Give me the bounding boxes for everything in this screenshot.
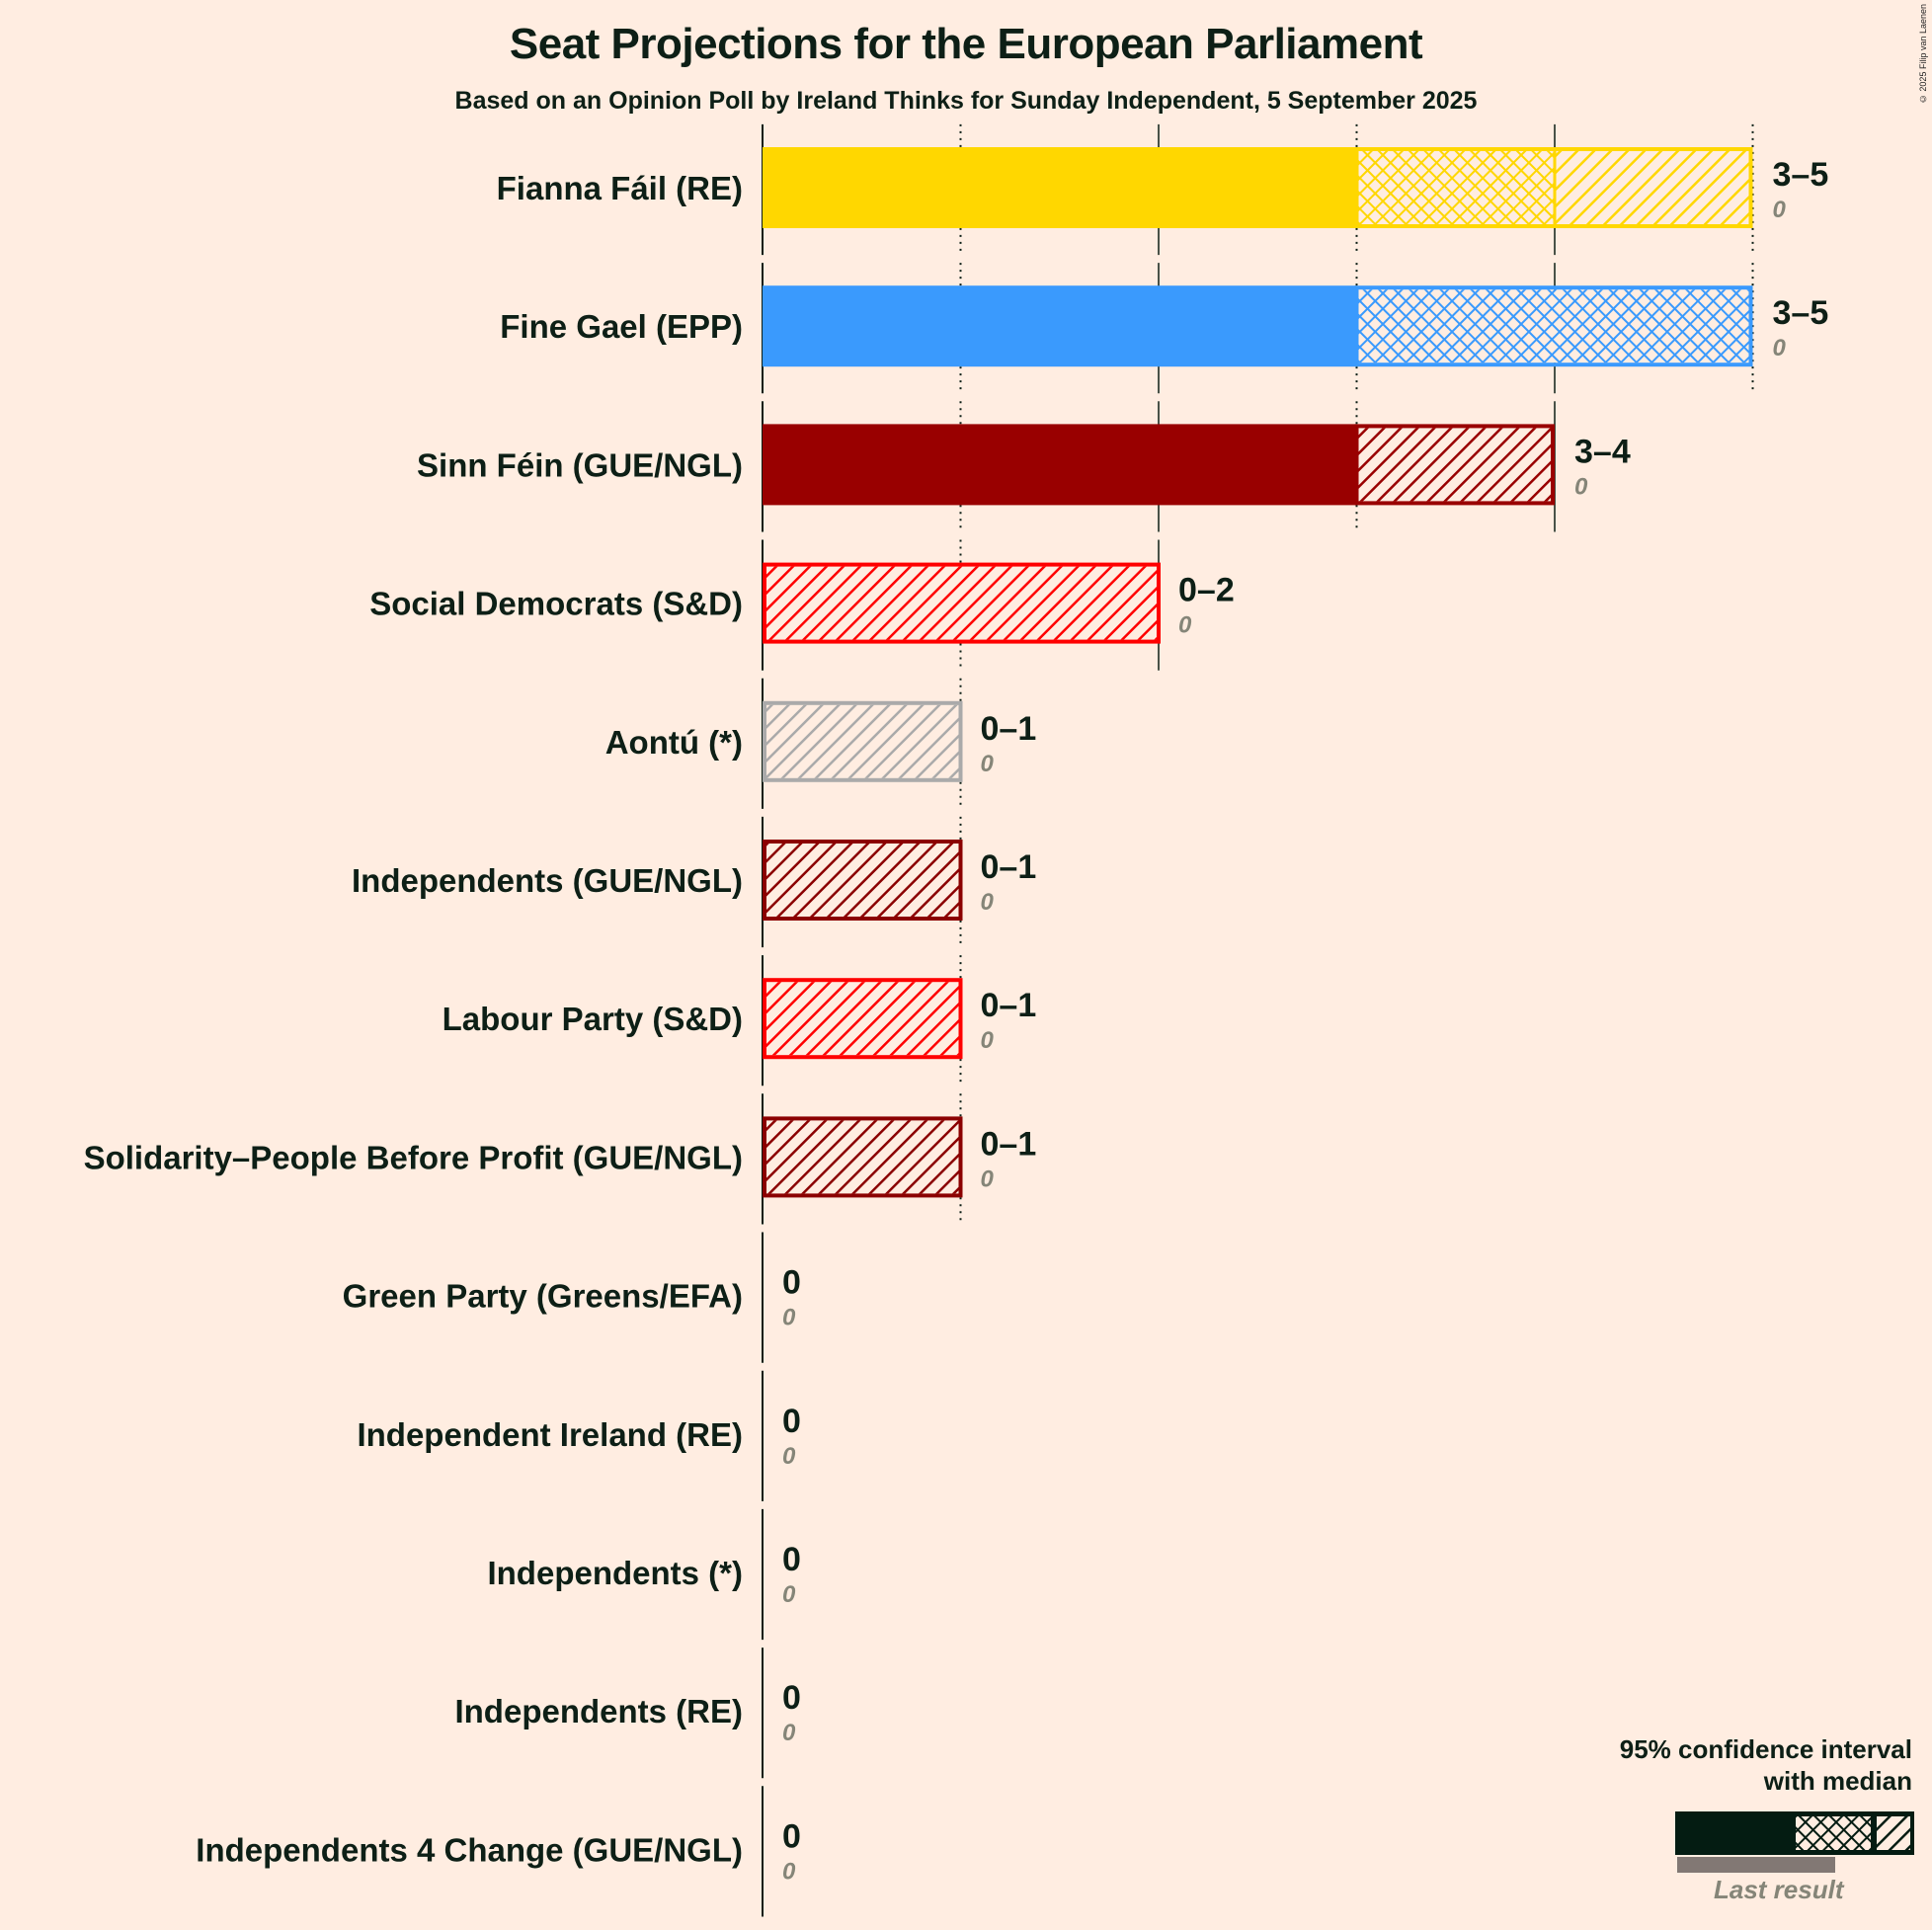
last-result-label: 0 [1773, 335, 1787, 362]
range-label: 3–5 [1773, 156, 1829, 194]
party-label: Independents (GUE/NGL) [352, 862, 743, 899]
party-label: Green Party (Greens/EFA) [343, 1278, 743, 1315]
legend-hatch-swatch [1877, 1816, 1910, 1850]
bar-outline [1354, 424, 1555, 506]
bar-upper-range [763, 982, 961, 1056]
legend-title-line2: with median [1763, 1766, 1912, 1796]
party-label: Sinn Féin (GUE/NGL) [417, 446, 743, 483]
range-label: 3–5 [1773, 294, 1829, 332]
last-result-label: 0 [981, 889, 995, 916]
range-label: 3–4 [1574, 433, 1631, 470]
bar-outline [763, 562, 1161, 644]
legend-crosshatch-swatch [1796, 1816, 1871, 1850]
chart-subtitle: Based on an Opinion Poll by Ireland Thin… [454, 87, 1478, 115]
legend-title-line1: 95% confidence interval [1619, 1734, 1912, 1764]
bar-median-range [1356, 289, 1753, 363]
bar-outline [763, 840, 963, 921]
legend-solid-swatch [1675, 1811, 1914, 1855]
range-label: 0–1 [981, 848, 1037, 886]
range-label: 0–1 [981, 710, 1037, 748]
legend: 95% confidence interval with median [1586, 1733, 1912, 1797]
party-label: Independent Ireland (RE) [357, 1416, 743, 1453]
bar-upper-range [1356, 428, 1555, 502]
bar-outline [763, 700, 963, 782]
legend-last-result-label: Last result [1714, 1875, 1844, 1904]
bar-upper-range [763, 844, 961, 917]
range-label: 0–2 [1178, 572, 1235, 609]
bar-outline [763, 978, 963, 1060]
last-result-label: 0 [782, 1581, 796, 1608]
party-label: Solidarity–People Before Profit (GUE/NGL… [84, 1139, 743, 1175]
last-result-label: 0 [782, 1305, 796, 1331]
party-label: Fine Gael (EPP) [500, 308, 743, 345]
legend-last-result-swatch [1677, 1857, 1835, 1873]
last-result-label: 0 [782, 1720, 796, 1746]
last-result-label: 0 [981, 751, 995, 777]
last-result-label: 0 [981, 1027, 995, 1054]
bar-outline [763, 1116, 963, 1198]
legend-graphic [1675, 1811, 1914, 1873]
party-label: Fianna Fáil (RE) [497, 170, 743, 206]
last-result-label: 0 [782, 1443, 796, 1470]
party-label: Social Democrats (S&D) [369, 586, 743, 622]
bar-upper-range [763, 1120, 961, 1194]
party-label: Labour Party (S&D) [443, 1001, 743, 1037]
last-result-label: 0 [782, 1858, 796, 1885]
last-result-label: 0 [1773, 197, 1787, 223]
range-label: 0–1 [981, 1125, 1037, 1163]
range-label: 0 [782, 1817, 801, 1855]
party-label: Aontú (*) [605, 724, 743, 761]
bar-solid [763, 147, 1357, 228]
party-label: Independents (RE) [454, 1693, 743, 1729]
bar-outline [1354, 285, 1753, 367]
bar-solid [763, 424, 1357, 506]
bar-median-range [1356, 151, 1555, 224]
bar-solid [763, 285, 1357, 367]
range-label: 0 [782, 1264, 801, 1302]
bar-upper-range [763, 704, 961, 778]
range-label: 0 [782, 1403, 801, 1440]
labels: Fianna Fáil (RE) 3–5 0 Fine Gael (EPP) 3–5 0 S… [84, 156, 1829, 1885]
party-label: Independents 4 Change (GUE/NGL) [196, 1831, 743, 1868]
bar-upper-range [763, 566, 1159, 640]
party-label: Independents (*) [487, 1555, 743, 1591]
last-result-label: 0 [981, 1166, 995, 1192]
bar-upper-range [1555, 151, 1753, 224]
bars [763, 147, 1753, 1198]
last-result-label: 0 [1574, 473, 1588, 500]
range-label: 0 [782, 1541, 801, 1578]
range-label: 0 [782, 1679, 801, 1717]
range-label: 0–1 [981, 987, 1037, 1024]
last-result-label: 0 [1178, 612, 1192, 639]
chart-title: Seat Projections for the European Parlia… [509, 20, 1423, 68]
